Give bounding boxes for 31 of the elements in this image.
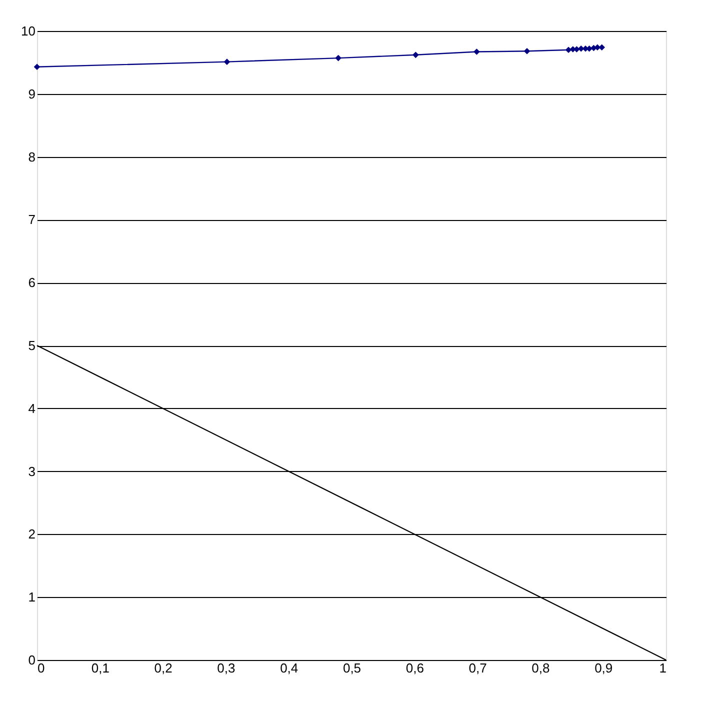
x-tick-label: 0,7 xyxy=(468,660,487,676)
y-tick-label: 3 xyxy=(28,464,36,479)
y-tick-label: 7 xyxy=(28,212,36,228)
y-tick-label: 9 xyxy=(28,86,36,102)
y-tick-label: 5 xyxy=(28,338,36,353)
x-tick-label: 0,1 xyxy=(91,660,110,676)
point xyxy=(474,48,480,55)
x-tick-label: 0,6 xyxy=(406,660,424,676)
y-tick-label: 6 xyxy=(28,275,36,290)
y-tick-label: 2 xyxy=(28,526,36,542)
point xyxy=(524,48,530,54)
x-tick-label: 0,4 xyxy=(280,660,298,676)
y-tick-label: 4 xyxy=(28,400,36,416)
point xyxy=(412,52,419,58)
y-tick-label: 8 xyxy=(28,149,36,164)
point xyxy=(565,46,572,54)
point xyxy=(586,45,592,52)
y-tick-label: 10 xyxy=(21,24,36,38)
y-tick-label: 1 xyxy=(28,590,36,605)
point xyxy=(34,64,40,70)
point xyxy=(335,54,342,62)
point xyxy=(598,44,606,51)
point xyxy=(224,58,230,65)
x-tick-label: 0 xyxy=(38,660,45,676)
point xyxy=(594,44,601,51)
x-tick-label: 0,8 xyxy=(532,660,550,676)
x-tick-label: 0,2 xyxy=(154,660,172,676)
x-tick-label: 0,9 xyxy=(594,660,613,676)
x-tick-label: 0,5 xyxy=(342,660,362,676)
x-tick-label: 0,3 xyxy=(217,660,236,676)
x-tick-label: 1 xyxy=(659,660,666,676)
